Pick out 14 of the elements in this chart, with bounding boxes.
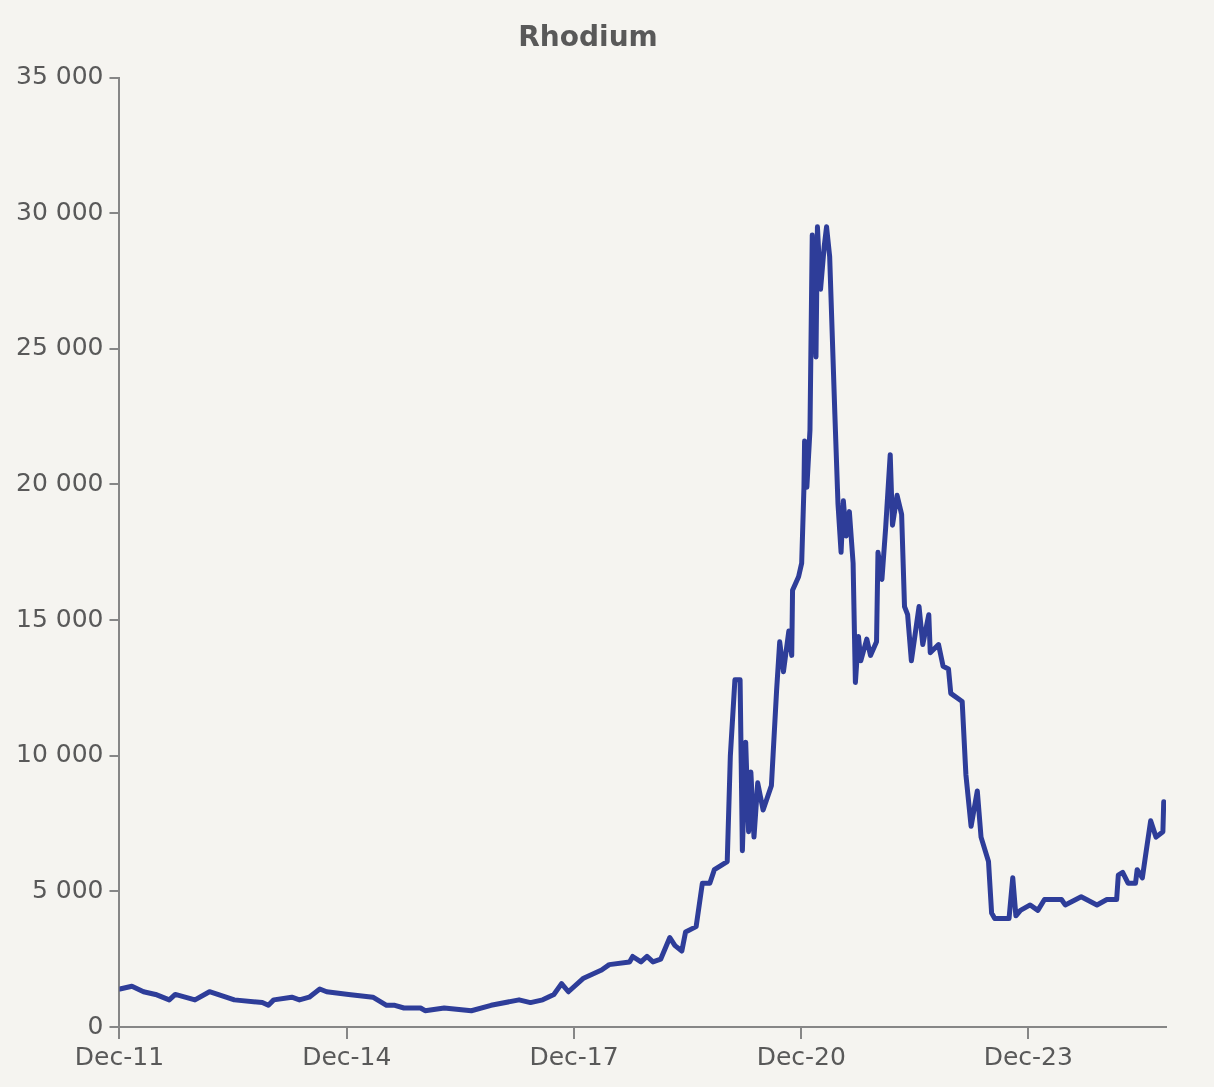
y-tick-label: 0 xyxy=(87,1010,104,1040)
y-tick-label: 25 000 xyxy=(15,332,104,362)
x-tick-label: Dec-14 xyxy=(302,1041,392,1071)
x-tick-label: Dec-23 xyxy=(983,1041,1073,1071)
y-tick-label: 35 000 xyxy=(15,61,104,91)
y-tick-label: 30 000 xyxy=(15,196,104,226)
y-tick-label: 10 000 xyxy=(15,739,104,769)
y-tick-label: 5 000 xyxy=(31,874,104,904)
x-tick-label: Dec-20 xyxy=(756,1041,846,1071)
x-tick-label: Dec-11 xyxy=(74,1041,165,1071)
chart-title: Rhodium xyxy=(518,20,658,54)
y-tick-label: 15 000 xyxy=(15,603,104,633)
y-tick-label: 20 000 xyxy=(15,467,104,497)
x-tick-label: Dec-17 xyxy=(529,1041,619,1071)
